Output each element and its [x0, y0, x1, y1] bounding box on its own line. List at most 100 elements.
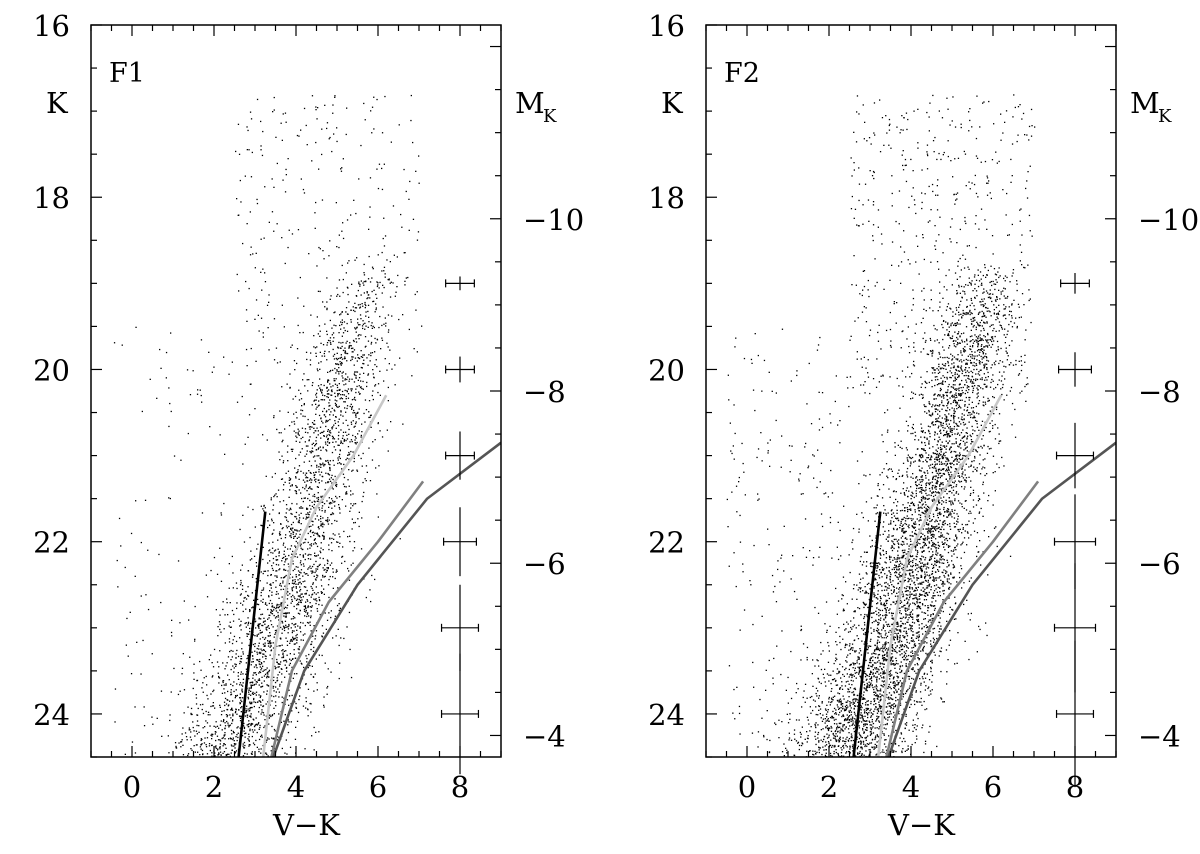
star-point [263, 691, 265, 693]
star-point [276, 362, 279, 364]
star-point [974, 518, 976, 520]
star-point [130, 673, 133, 675]
star-point [863, 617, 865, 620]
star-point [948, 587, 950, 589]
star-point [864, 183, 867, 185]
star-point [331, 435, 334, 437]
star-point [304, 553, 307, 555]
star-point [320, 579, 322, 581]
star-point [228, 704, 230, 706]
star-point [295, 486, 298, 488]
star-point [1007, 295, 1009, 298]
star-point [247, 723, 249, 726]
star-point [281, 673, 283, 675]
star-point [889, 123, 891, 125]
star-point [264, 637, 267, 639]
star-point [362, 327, 364, 330]
star-point [270, 497, 272, 499]
star-point [373, 376, 375, 378]
star-point [355, 371, 357, 373]
star-point [887, 429, 889, 431]
star-point [348, 260, 350, 262]
star-point [848, 668, 850, 671]
star-point [305, 518, 307, 520]
star-point [303, 461, 305, 463]
star-point [287, 632, 289, 634]
star-point [281, 620, 283, 623]
star-point [942, 585, 944, 587]
star-point [310, 554, 312, 556]
star-point [319, 563, 321, 566]
star-point [283, 568, 285, 570]
star-point [273, 606, 275, 609]
star-point [248, 678, 250, 680]
isochrone-1 [237, 511, 267, 757]
y-tick-label: 18 [33, 181, 70, 215]
star-point [410, 94, 412, 97]
star-point [766, 710, 768, 712]
star-point [185, 736, 188, 738]
star-point [882, 604, 884, 606]
star-point [302, 436, 304, 438]
star-point [328, 596, 330, 599]
star-point [240, 671, 242, 673]
star-point [351, 408, 353, 410]
star-point [324, 323, 326, 325]
star-point [309, 426, 312, 428]
star-point [981, 447, 983, 449]
star-point [315, 392, 318, 394]
star-point [286, 607, 288, 609]
star-point [968, 375, 970, 377]
y2-tick-label: −10 [523, 203, 584, 237]
star-point [890, 547, 892, 549]
star-point [321, 199, 324, 201]
star-point [970, 534, 972, 536]
star-point [355, 331, 357, 333]
star-point [271, 520, 273, 522]
star-point [951, 427, 953, 430]
star-point [928, 591, 930, 594]
star-point [885, 557, 888, 559]
star-point [329, 404, 331, 407]
star-point [277, 611, 279, 614]
star-point [231, 745, 233, 747]
star-point [298, 135, 300, 137]
star-point [329, 460, 331, 462]
star-point [347, 479, 349, 481]
star-point [222, 745, 224, 747]
star-point [872, 204, 875, 206]
star-point [322, 431, 324, 434]
star-point [976, 378, 979, 381]
star-point [858, 167, 860, 169]
star-point [933, 466, 936, 468]
star-point [278, 552, 280, 554]
star-point [202, 682, 204, 684]
star-point [966, 599, 968, 601]
star-point [806, 716, 809, 718]
star-point [332, 340, 334, 342]
star-point [275, 580, 277, 582]
star-point [333, 358, 336, 360]
star-point [312, 450, 314, 453]
star-point [272, 687, 274, 689]
star-point [813, 477, 815, 479]
star-point [775, 723, 777, 726]
star-point [287, 520, 289, 523]
star-point [928, 497, 930, 500]
star-point [935, 194, 937, 196]
star-point [345, 492, 347, 494]
star-point [316, 545, 319, 548]
star-point [250, 723, 252, 725]
star-point [245, 280, 247, 283]
star-point [323, 352, 325, 355]
star-point [972, 499, 975, 501]
star-point [355, 414, 357, 417]
star-point [258, 652, 260, 654]
star-point [239, 717, 242, 719]
star-point [956, 463, 958, 465]
star-point [337, 347, 339, 349]
star-point [897, 554, 899, 556]
star-point [322, 462, 324, 464]
star-point [877, 483, 879, 485]
star-point [333, 409, 335, 411]
